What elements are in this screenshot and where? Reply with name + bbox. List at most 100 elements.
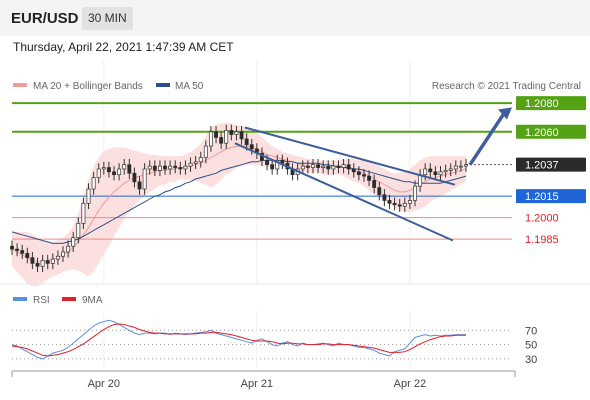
time-tick-2: Apr 22 [394, 378, 426, 390]
candle-body-36 [193, 161, 198, 164]
candle-body-32 [173, 165, 178, 168]
pivot-tag [516, 189, 586, 204]
candle-body-15 [86, 188, 91, 204]
candle-body-17 [96, 168, 101, 178]
resistance_2-tag-label: 1.2080 [525, 98, 559, 110]
candle-body-28 [152, 165, 157, 171]
candle-body-66 [346, 164, 351, 170]
candle-body-29 [157, 165, 162, 171]
candle-body-26 [142, 168, 147, 190]
candle-body-75 [392, 202, 397, 206]
candle-body-7 [45, 260, 50, 264]
candle-body-11 [66, 245, 71, 253]
candle-body-68 [356, 171, 361, 176]
rsi-tick-70: 70 [525, 325, 537, 337]
candle-body-1 [15, 248, 20, 251]
candle-body-58 [305, 165, 310, 168]
candle-body-19 [106, 167, 111, 173]
candle-body-41 [219, 137, 224, 144]
candle-body-67 [351, 168, 356, 173]
copyright-label: Research © 2021 Trading Central [432, 81, 581, 92]
candle-body-12 [71, 237, 76, 247]
candle-body-31 [168, 165, 173, 170]
candle-body-65 [341, 164, 346, 168]
last_price-tag-label: 1.2037 [525, 160, 559, 172]
candle-body-88 [458, 165, 463, 168]
candle-body-46 [244, 138, 249, 145]
candle-body-27 [147, 165, 152, 170]
candle-body-34 [183, 165, 188, 170]
ma20-legend-swatch [13, 83, 27, 87]
bollinger-band [12, 123, 466, 287]
candle-body-70 [367, 175, 372, 181]
candle-body-22 [122, 164, 127, 170]
forecast-arrow-shaft [468, 112, 506, 166]
candle-body-23 [127, 164, 132, 174]
candle-body-59 [311, 164, 315, 168]
candle-body-62 [326, 165, 331, 170]
price-legend: MA 20 + Bollinger Bands MA 50 Research ©… [13, 81, 581, 92]
candle-body-10 [61, 251, 65, 257]
rsi-legend: RSI 9MA [13, 295, 103, 306]
candle-body-43 [229, 129, 234, 135]
channel-upper-line [244, 126, 456, 186]
resistance_1-tag-label: 1.2060 [525, 127, 559, 139]
ma50-legend-swatch [156, 83, 170, 87]
candle-body-38 [203, 145, 208, 158]
time-axis: Apr 20 Apr 21 Apr 22 [11, 370, 516, 390]
candle-body-60 [316, 164, 321, 168]
candle-body-78 [407, 200, 412, 204]
symbol-label: EUR/USD [11, 10, 79, 27]
candle-body-20 [112, 171, 116, 176]
candle-body-9 [55, 255, 60, 260]
candle-body-24 [132, 172, 137, 183]
rsi-ma-legend-label: 9MA [82, 295, 103, 306]
support_1-tag-label: 1.2000 [525, 213, 559, 225]
candle-body-30 [163, 165, 167, 170]
candle-body-25 [137, 181, 142, 190]
candle-body-39 [208, 131, 213, 147]
rsi-legend-label: RSI [33, 295, 50, 306]
rsi-legend-swatch [13, 297, 27, 301]
ma20-legend-label: MA 20 + Bollinger Bands [33, 81, 143, 92]
candle-body-79 [413, 185, 417, 201]
candle-body-69 [362, 174, 366, 177]
candle-body-8 [50, 258, 55, 264]
candle-body-42 [224, 129, 229, 144]
candle-body-77 [402, 202, 407, 207]
candle-body-72 [377, 187, 382, 196]
candle-body-83 [433, 171, 438, 176]
forecast-arrow-head [498, 107, 512, 120]
ma50-legend-label: MA 50 [175, 81, 204, 92]
candle-body-18 [101, 167, 106, 170]
rsi-line [11, 319, 466, 360]
rsi-tick-50: 50 [525, 340, 537, 352]
candle-body-47 [249, 144, 254, 150]
candle-body-6 [40, 260, 45, 267]
rsi-tick-30: 30 [525, 354, 537, 366]
candle-body-64 [336, 165, 341, 168]
time-tick-0: Apr 20 [88, 378, 120, 390]
last_price-tag [516, 157, 586, 172]
resistance_1-tag [516, 124, 586, 139]
candle-body-82 [428, 168, 433, 173]
candle-body-57 [300, 165, 305, 170]
timeframe-button[interactable]: 30 MIN [82, 7, 133, 30]
candle-body-63 [331, 165, 336, 170]
candle-body-71 [372, 180, 377, 188]
candle-body-85 [443, 170, 448, 173]
price-chart: MA 20 + Bollinger Bands MA 50 Research ©… [10, 60, 586, 287]
candle-body-89 [464, 164, 468, 167]
support_2-tag-label: 1.1985 [525, 234, 559, 246]
candle-body-50 [265, 160, 270, 166]
rsi-ma-line [11, 323, 466, 357]
candle-body-37 [198, 157, 203, 163]
candle-body-14 [81, 202, 86, 224]
candle-body-5 [35, 263, 40, 267]
candle-body-3 [25, 253, 30, 259]
candle-body-52 [275, 160, 280, 170]
timestamp: Thursday, April 22, 2021 1:47:39 AM CET [13, 40, 234, 54]
chart-header: EUR/USD 30 MIN [0, 0, 590, 36]
candle-body-61 [321, 165, 326, 168]
pivot-tag-label: 1.2015 [525, 191, 559, 203]
